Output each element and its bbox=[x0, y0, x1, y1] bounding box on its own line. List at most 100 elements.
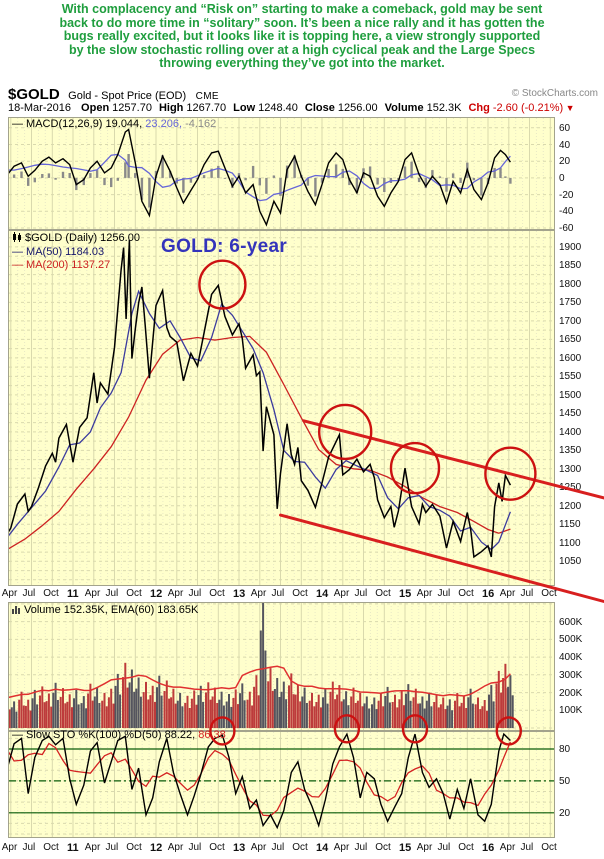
y-axis-tick: 1550 bbox=[559, 371, 582, 383]
headline-line: back to do more time in “solitary” soon.… bbox=[59, 15, 545, 30]
quote-label: High bbox=[158, 102, 184, 114]
exchange-label: CME bbox=[195, 91, 219, 102]
x-axis-main: Apr Jul Oct 11 Apr Jul Oct 12 Apr Jul Oct 13 Apr Jul O… bbox=[0, 588, 604, 601]
y-axis-tick: 40 bbox=[559, 139, 571, 151]
y-axis-tick: 300K bbox=[559, 669, 583, 681]
stochastic-panel bbox=[8, 731, 555, 838]
y-axis-tick: 1350 bbox=[559, 445, 582, 457]
quote-date: 18-Mar-2016 bbox=[8, 102, 71, 114]
quote-label: Volume bbox=[384, 102, 424, 114]
price-legend-symbol: $GOLD (Daily) 1256.00 bbox=[25, 232, 140, 244]
x-axis-tick: Apr bbox=[416, 842, 433, 853]
x-axis-tick: Apr bbox=[499, 588, 516, 599]
chg-down-arrow-icon: ▼ bbox=[563, 103, 575, 113]
headline-commentary: With complacency and “Risk on” starting … bbox=[0, 2, 604, 71]
y-axis-tick: 1150 bbox=[559, 519, 581, 531]
y-axis-tick: 200K bbox=[559, 687, 583, 699]
price-panel bbox=[8, 230, 555, 586]
macd-panel bbox=[8, 117, 555, 230]
x-axis-tick: Apr bbox=[333, 842, 350, 853]
y-axis-tick: 1200 bbox=[559, 500, 582, 512]
y-axis-tick: 1500 bbox=[559, 389, 582, 401]
quote-value: -2.60 (-0.21%) bbox=[492, 102, 564, 114]
volume-legend-text: Volume 152.35K, EMA(60) 183.65K bbox=[24, 604, 199, 616]
x-axis-tick: Jul bbox=[22, 842, 36, 853]
x-axis-tick: Apr bbox=[250, 588, 267, 599]
symbol: $GOLD bbox=[8, 86, 60, 103]
x-axis-tick: Apr bbox=[499, 842, 516, 853]
y-axis-tick: 20 bbox=[559, 807, 571, 819]
x-axis-tick: 15 bbox=[399, 588, 412, 600]
y-axis-tick: -20 bbox=[559, 189, 574, 201]
y-axis-tick: 1450 bbox=[559, 408, 582, 420]
x-axis-tick: Oct bbox=[43, 588, 59, 599]
x-axis-tick: Jul bbox=[271, 588, 285, 599]
x-axis-tick: Oct bbox=[375, 588, 391, 599]
y-axis-tick: 400K bbox=[559, 652, 583, 664]
y-axis-tick: -60 bbox=[559, 222, 574, 234]
x-axis-tick: Apr bbox=[84, 842, 101, 853]
macd-legend-signal: 23.206, bbox=[145, 118, 182, 130]
x-axis-tick: 16 bbox=[482, 842, 495, 854]
quote-value: 1248.40 bbox=[258, 102, 298, 114]
y-axis-tick: 600K bbox=[559, 616, 583, 628]
y-axis-tick: 1800 bbox=[559, 278, 582, 290]
x-axis-tick: 11 bbox=[67, 842, 79, 854]
x-axis-tick: Jul bbox=[188, 842, 202, 853]
x-axis-tick: 11 bbox=[67, 588, 79, 600]
x-axis-tick: Oct bbox=[209, 588, 225, 599]
quote-value: 152.3K bbox=[426, 102, 462, 114]
headline-line: bugs really excited, but it looks like i… bbox=[63, 29, 541, 44]
x-axis-tick: Jul bbox=[520, 588, 534, 599]
x-axis-tick: Oct bbox=[292, 588, 308, 599]
x-axis-tick: 13 bbox=[233, 588, 246, 600]
y-axis-tick: 20 bbox=[559, 156, 571, 168]
x-axis-tick: Oct bbox=[126, 588, 142, 599]
x-axis-tick: 12 bbox=[150, 588, 163, 600]
quote-label: Chg bbox=[468, 102, 490, 114]
y-axis-tick: 0 bbox=[559, 172, 565, 184]
x-axis-tick: 12 bbox=[150, 842, 163, 854]
volume-legend: Volume 152.35K, EMA(60) 183.65K bbox=[12, 604, 198, 617]
x-axis-tick: Jul bbox=[437, 842, 451, 853]
y-axis-tick: 1700 bbox=[559, 315, 582, 327]
x-axis-tick: Oct bbox=[541, 588, 557, 599]
stochastic-plot bbox=[9, 732, 554, 837]
y-axis-tick: -40 bbox=[559, 206, 574, 218]
quote-value: 1256.00 bbox=[337, 102, 378, 114]
sto-legend-d: 86.38 bbox=[198, 729, 226, 741]
y-axis-tick: 80 bbox=[559, 744, 571, 755]
x-axis-tick: Apr bbox=[1, 842, 18, 853]
sto-legend-main: — Slow STO %K(100) %D(50) 88.22, bbox=[12, 729, 196, 741]
x-axis-tick: Oct bbox=[43, 842, 59, 853]
volume-panel bbox=[8, 602, 555, 731]
quote-summary-row: 18-Mar-2016 Open 1257.70 High 1267.70 Low 124… bbox=[8, 102, 604, 114]
y-axis-tick: 1650 bbox=[559, 334, 582, 346]
y-axis-tick: 60 bbox=[559, 122, 571, 134]
x-axis-tick: Jul bbox=[437, 588, 451, 599]
x-axis-tick: 14 bbox=[316, 842, 329, 854]
macd-legend-hist: -4.162 bbox=[185, 118, 217, 130]
x-axis-tick: 15 bbox=[399, 842, 412, 854]
chart-title-row: $GOLD Gold - Spot Price (EOD) CME © Stoc… bbox=[8, 86, 598, 103]
symbol-description: Gold - Spot Price (EOD) bbox=[68, 90, 187, 102]
x-axis-tick: 16 bbox=[482, 588, 495, 600]
price-legend-ma50: — MA(50) 1184.03 bbox=[12, 246, 105, 258]
x-axis-bottom: Apr Jul Oct 11 Apr Jul Oct 12 Apr Jul Oct 13 Apr Jul O… bbox=[0, 842, 604, 855]
x-axis-tick: Jul bbox=[105, 588, 119, 599]
y-axis-tick: 50 bbox=[559, 775, 571, 787]
y-axis-tick: 1400 bbox=[559, 426, 582, 438]
quote-label: Low bbox=[233, 102, 256, 114]
price-plot bbox=[9, 231, 554, 585]
y-axis-tick: 1900 bbox=[559, 241, 582, 253]
candlestick-icon bbox=[12, 232, 22, 246]
y-axis-tick: 1050 bbox=[559, 556, 582, 568]
stockcharts-credit: © StockCharts.com bbox=[511, 88, 598, 99]
x-axis-tick: Jul bbox=[22, 588, 36, 599]
x-axis-tick: Oct bbox=[375, 842, 391, 853]
macd-plot bbox=[9, 118, 554, 229]
volume-bars-icon bbox=[12, 605, 21, 617]
quote-value: 1267.70 bbox=[186, 102, 227, 114]
y-axis-tick: 1600 bbox=[559, 352, 582, 364]
stochastic-legend: — Slow STO %K(100) %D(50) 88.22, 86.38 bbox=[12, 729, 226, 741]
